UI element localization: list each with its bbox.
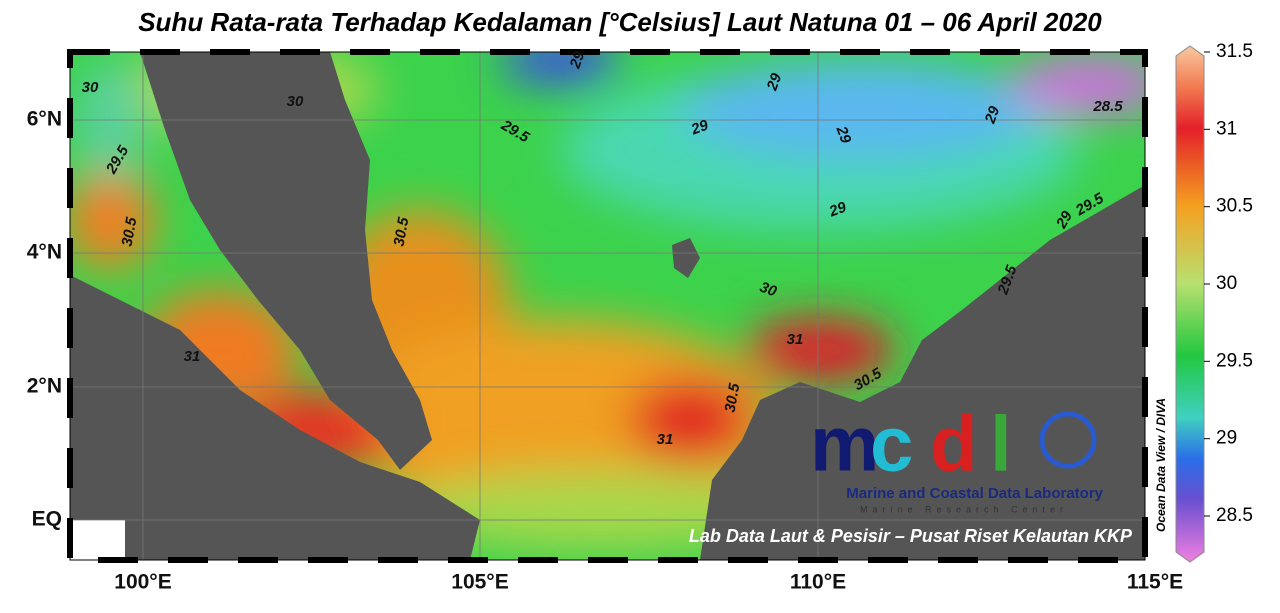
land-peninsula (140, 52, 432, 470)
blank-area (70, 520, 125, 560)
lat-label: 4°N (27, 241, 62, 264)
contour-label: 31 (184, 348, 201, 365)
contour-label: 31 (657, 431, 674, 448)
logo-icon (1039, 411, 1097, 469)
map-border (69, 51, 1146, 561)
land-natuna (672, 238, 700, 278)
colorbar (1175, 45, 1205, 563)
graticule (70, 52, 1145, 560)
lon-label: 100°E (114, 571, 171, 594)
colorbar-label: 31 (1216, 118, 1237, 139)
logo-letter: c (870, 400, 913, 488)
logo-letter: l (990, 400, 1012, 488)
colorbar-label: 29.5 (1216, 350, 1253, 371)
temperature-field (70, 52, 1145, 560)
contour-label: 29 (763, 70, 785, 93)
contour-label: 29 (566, 48, 588, 71)
lon-label: 105°E (451, 571, 508, 594)
contour-label: 29 (826, 198, 849, 220)
colorbar-label: 28.5 (1216, 505, 1253, 526)
lat-label: 6°N (27, 108, 62, 131)
contour-label: 30.5 (119, 215, 141, 247)
logo-org: Marine Research Center (860, 504, 1068, 514)
logo-letter: m (810, 400, 879, 488)
land-borneo (700, 185, 1145, 560)
colorbar-label: 29 (1216, 428, 1237, 449)
logo-name: Marine and Coastal Data Laboratory (846, 485, 1103, 502)
colorbar-label: 30.5 (1216, 196, 1253, 217)
contour-label: 29 (832, 123, 854, 146)
land-sumatra (70, 275, 480, 560)
credit: Lab Data Laut & Pesisir – Pusat Riset Ke… (689, 526, 1133, 546)
colorbar-label: 30 (1216, 273, 1237, 294)
colorbar-label: 31.5 (1216, 41, 1253, 62)
lon-label: 110°E (790, 571, 846, 594)
contour-label: 30.5 (391, 215, 413, 247)
lon-label: 115°E (1127, 571, 1183, 594)
logo: Marine and Coastal Data Laboratory Marin… (810, 400, 1104, 515)
contour-label: 31 (787, 331, 804, 348)
lat-label: 2°N (27, 375, 62, 398)
source-label: Ocean Data View / DIVA (1154, 398, 1168, 532)
contour-label: 29 (688, 116, 711, 138)
contour-label: 29 (981, 103, 1003, 126)
logo-letter: d (930, 400, 978, 488)
contour-label: 30 (287, 93, 304, 110)
contour-label: 30 (757, 279, 779, 301)
contour-label: 30.5 (722, 381, 744, 413)
contour-label: 30 (82, 79, 99, 96)
contour-label: 29 (1053, 208, 1077, 232)
contour-label: 28.5 (1092, 98, 1123, 115)
lat-label: EQ (32, 508, 62, 531)
title: Suhu Rata-rata Terhadap Kedalaman [°Cels… (138, 7, 1102, 37)
